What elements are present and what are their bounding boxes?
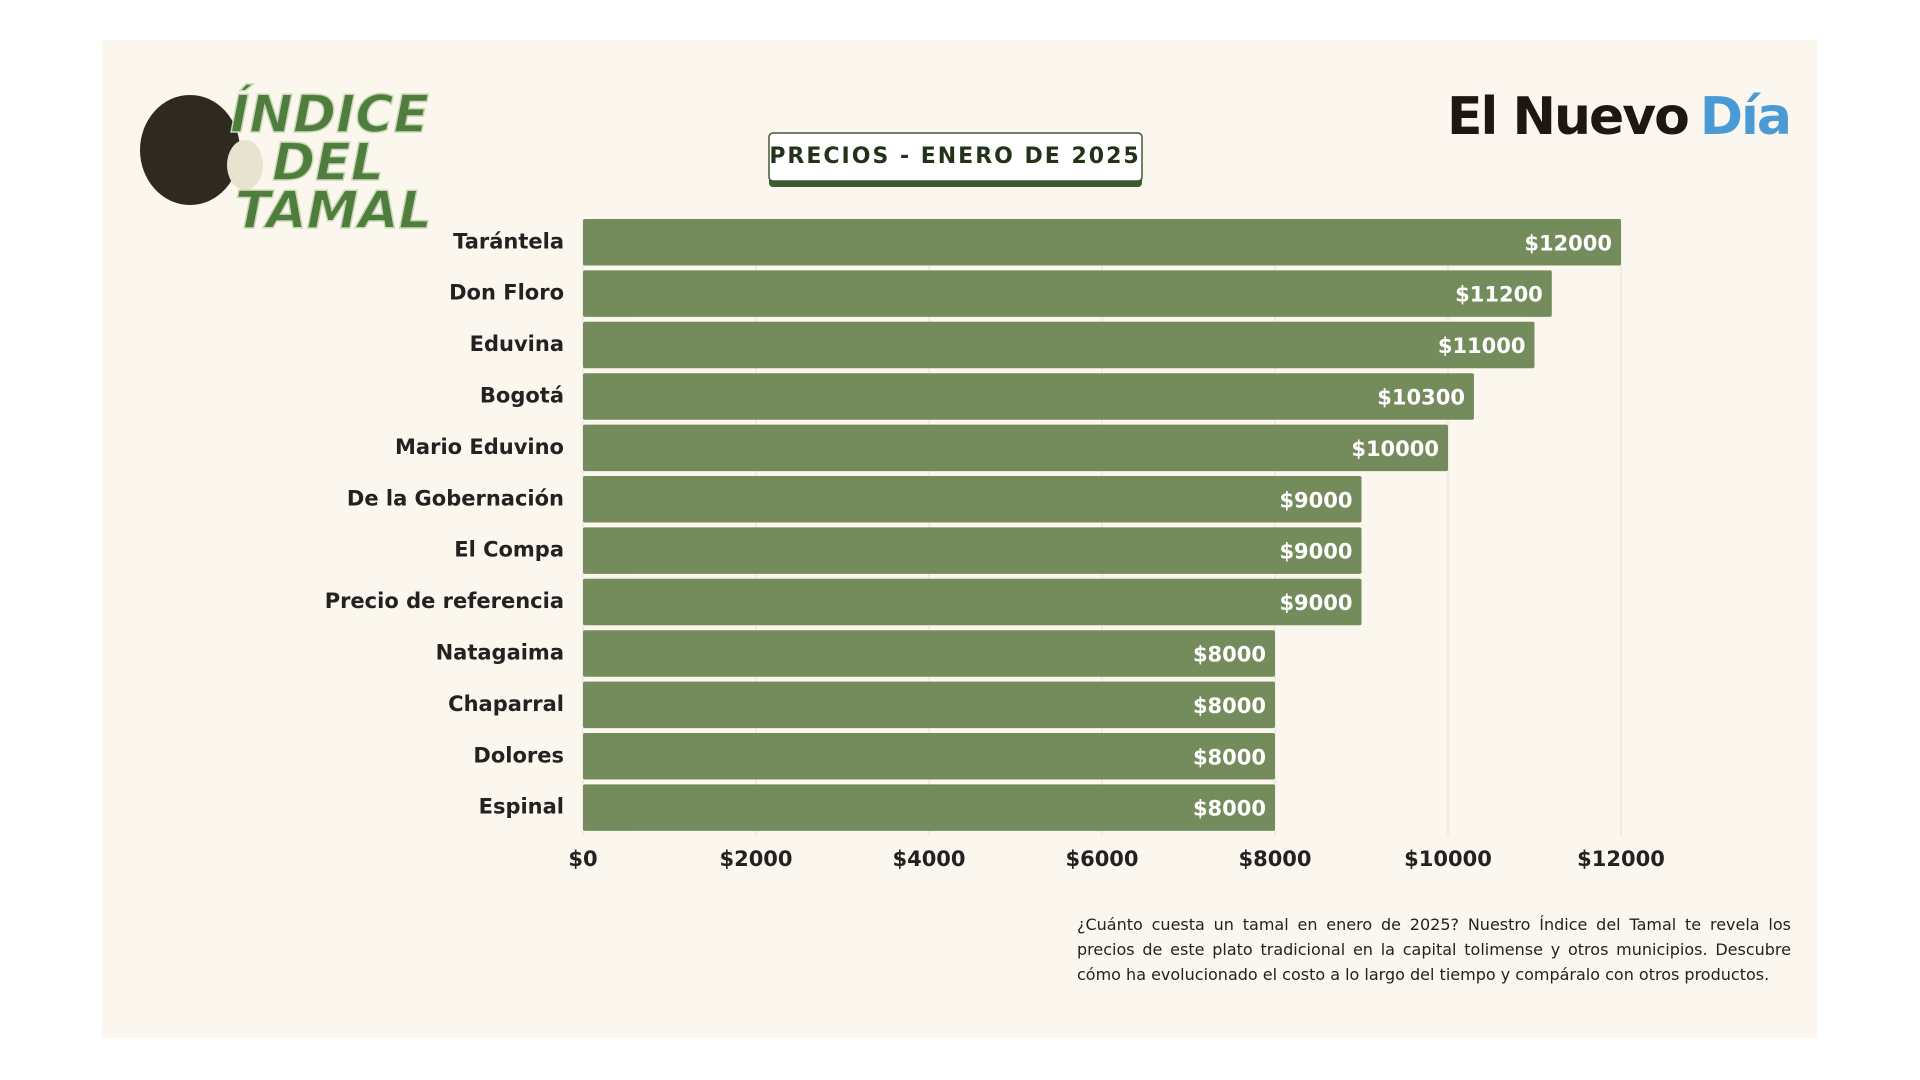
y-tick-label: Precio de referencia [325,589,564,613]
logo-icon [227,140,263,190]
bar [583,219,1621,266]
x-tick-label: $4000 [892,847,965,871]
x-tick-label: $12000 [1577,847,1665,871]
data-label: $8000 [1193,694,1266,718]
bar [583,578,1362,626]
data-label: $10300 [1377,385,1465,409]
bar [583,424,1448,472]
brand: El Nuevo Día [1447,87,1790,147]
data-label: $11000 [1438,334,1526,358]
logo-text: ÍNDICE [230,84,429,145]
title-box [768,132,1143,182]
logo-text: DEL [272,133,384,193]
y-tick-label: De la Gobernación [347,486,564,510]
data-label: $9000 [1279,591,1352,615]
y-tick-label: Don Floro [449,281,564,305]
description: ¿Cuánto cuesta un tamal en enero de 2025… [1077,915,1791,984]
y-tick-label: Chaparral [448,692,564,716]
x-tick-label: $6000 [1065,847,1138,871]
y-tick-label: Dolores [473,743,564,767]
y-tick-label: Natagaima [436,640,564,664]
y-tick-label: Espinal [479,795,564,819]
bar [583,681,1275,729]
data-label: $12000 [1524,231,1612,255]
data-label: $8000 [1193,642,1266,666]
data-label: $9000 [1279,488,1352,512]
data-label: $8000 [1193,797,1266,821]
bar [583,733,1275,780]
y-tick-label: Mario Eduvino [395,435,564,459]
logo-text: TAMAL [235,181,432,241]
x-tick-label: $0 [568,847,597,871]
bar [583,270,1552,317]
data-label: $10000 [1351,437,1439,461]
x-tick-label: $8000 [1238,847,1311,871]
logo: ÍNDICE DEL TAMAL [140,83,433,242]
data-label: $9000 [1279,540,1352,564]
data-label: $11200 [1455,283,1543,307]
x-tick-label: $2000 [719,847,792,871]
data-label: $8000 [1193,745,1266,769]
x-tick-label: $10000 [1404,847,1492,871]
y-tick-label: El Compa [454,538,564,562]
bar [583,321,1535,369]
bar [583,784,1275,831]
y-tick-label: Eduvina [470,332,564,356]
y-tick-label: Tarántela [453,229,564,253]
bar [583,476,1362,523]
bar [583,527,1362,574]
bar [583,373,1474,420]
brand-name: El Nuevo [1447,87,1688,147]
y-tick-label: Bogotá [480,383,564,407]
bar [583,630,1275,677]
logo-icon [140,95,240,205]
brand-highlight: Día [1700,87,1790,147]
chart-title: PRECIOS - ENERO DE 2025 [769,144,1140,169]
